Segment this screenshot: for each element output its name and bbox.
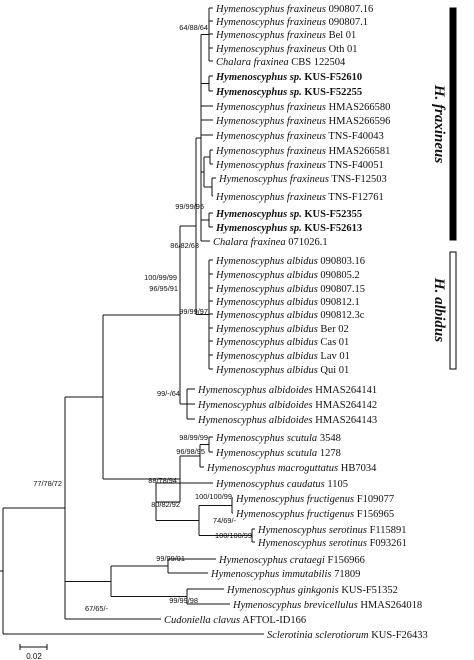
taxon-label: Hymenoscyphus fraxineus HMAS266581: [215, 146, 390, 157]
taxon-label: Hymenoscyphus fraxineus TNS-F40043: [215, 131, 384, 142]
taxon-label: Hymenoscyphus crataegi F156966: [218, 555, 365, 566]
taxon-label: Hymenoscyphus albidoides HMAS264142: [197, 400, 377, 411]
taxon-label: Hymenoscyphus fraxineus 090807.1: [215, 17, 368, 28]
taxon-label: Hymenoscyphus serotinus F115891: [257, 525, 407, 536]
taxon-label: Hymenoscyphus scutula 3548: [215, 433, 341, 444]
taxon-label: Hymenoscyphus albidus 090807.15: [215, 284, 365, 295]
support-value: 100/100/99: [215, 531, 252, 540]
taxon-label: Hymenoscyphus fraxineus TNS-F12761: [215, 192, 384, 203]
taxon-label: Hymenoscyphus scutula 1278: [215, 448, 341, 459]
support-value: 99/99/97: [179, 307, 208, 316]
taxon-label: Hymenoscyphus albidoides HMAS264143: [197, 415, 377, 426]
support-value: 80/82/92: [151, 500, 180, 509]
support-value: 74/69/-: [213, 516, 237, 525]
support-value: 96/95/91: [149, 284, 178, 293]
taxon-label: Hymenoscyphus fraxineus HMAS266580: [215, 102, 390, 113]
support-value: 64/88/64: [179, 23, 208, 32]
taxon-label: Hymenoscyphus brevicellulus HMAS264018: [232, 600, 422, 611]
clade-bar-albidus: [449, 251, 457, 370]
taxon-label: Hymenoscyphus fraxineus TNS-F40051: [215, 160, 384, 171]
support-value: 100/99/99: [144, 273, 177, 282]
taxon-label: Hymenoscyphus immutabilis 71809: [210, 569, 360, 580]
taxon-label: Hymenoscyphus ginkgonis KUS-F51352: [226, 585, 398, 596]
clade-label-albidus: H. albidus: [431, 277, 447, 342]
taxon-label: Hymenoscyphus albidus Lav 01: [215, 351, 350, 362]
taxon-label: Hymenoscyphus sp. KUS-F52610: [215, 72, 362, 83]
support-value: 96/98/95: [176, 447, 205, 456]
support-value: 67/65/-: [85, 604, 109, 613]
taxon-label: Hymenoscyphus albidus 090803.16: [215, 256, 365, 267]
taxon-label: Hymenoscyphus fraxineus TNS-F12503: [218, 174, 387, 185]
taxon-label: Hymenoscyphus fraxineus Oth 01: [215, 44, 357, 55]
support-value: 100/100/99: [195, 492, 232, 501]
taxon-label: Hymenoscyphus albidus Cas 01: [215, 337, 349, 348]
support-value: 77/78/72: [33, 479, 62, 488]
taxon-label: Hymenoscyphus albidus 090805.2: [215, 270, 360, 281]
taxon-label: Hymenoscyphus fraxineus HMAS266596: [215, 116, 390, 127]
taxon-label: Hymenoscyphus albidus Qui 01: [215, 365, 349, 376]
taxon-label: Chalara fraxinea 071026.1: [213, 237, 328, 248]
taxon-label: Hymenoscyphus fraxineus 090807.16: [215, 4, 373, 15]
taxon-label: Chalara fraxinea CBS 122504: [216, 57, 346, 68]
support-value: 99/99/91: [156, 554, 185, 563]
support-value: 99/-/64: [157, 389, 180, 398]
clade-label-fraxineus: H. fraxineus: [431, 84, 447, 164]
support-value: 99/99/98: [169, 596, 198, 605]
taxon-label: Sclerotinia sclerotiorum KUS-F26433: [267, 630, 428, 641]
taxon-label: Hymenoscyphus macroguttatus HB7034: [206, 463, 377, 474]
taxon-label: Cudoniella clavus AFTOL-ID166: [164, 615, 306, 626]
taxon-label: Hymenoscyphus serotinus F093261: [257, 538, 407, 549]
support-value: 98/99/99: [179, 433, 208, 442]
taxon-label: Hymenoscyphus fructigenus F156965: [235, 509, 394, 520]
taxon-label: Hymenoscyphus albidoides HMAS264141: [197, 385, 377, 396]
tree-branches: [0, 7, 264, 635]
taxon-label: Hymenoscyphus fraxineus Bel 01: [215, 30, 356, 41]
taxon-label: Hymenoscyphus albidus 090812.3c: [215, 310, 365, 321]
taxon-label: Hymenoscyphus sp. KUS-F52613: [215, 223, 362, 234]
scale-bar-label: 0.02: [26, 652, 42, 660]
taxon-label: Hymenoscyphus albidus Ber 02: [215, 324, 349, 335]
support-value: 86/82/63: [170, 241, 199, 250]
support-value: 88/78/94: [148, 476, 177, 485]
support-value: 99/99/95: [175, 202, 204, 211]
support-values: 64/88/64 99/99/95 86/82/63 99/99/97 100/99/9…: [33, 23, 252, 613]
taxon-label: Hymenoscyphus caudatus 1105: [215, 479, 348, 490]
taxon-label: Hymenoscyphus sp. KUS-F52355: [215, 209, 362, 220]
taxon-label: Hymenoscyphus fructigenus F109077: [235, 494, 394, 505]
clade-bar-fraxineus: [449, 7, 457, 241]
taxon-label: Hymenoscyphus albidus 090812.1: [215, 297, 360, 308]
taxon-label: Hymenoscyphus sp. KUS-F52255: [215, 87, 362, 98]
taxon-labels: Hymenoscyphus fraxineus 090807.16 Hymenos…: [164, 4, 428, 641]
